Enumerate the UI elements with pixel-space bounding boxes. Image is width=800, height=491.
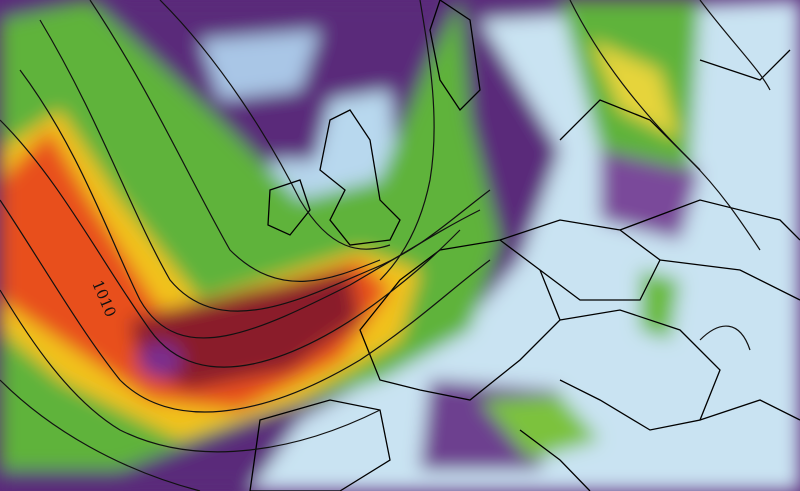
isobars (0, 0, 771, 491)
